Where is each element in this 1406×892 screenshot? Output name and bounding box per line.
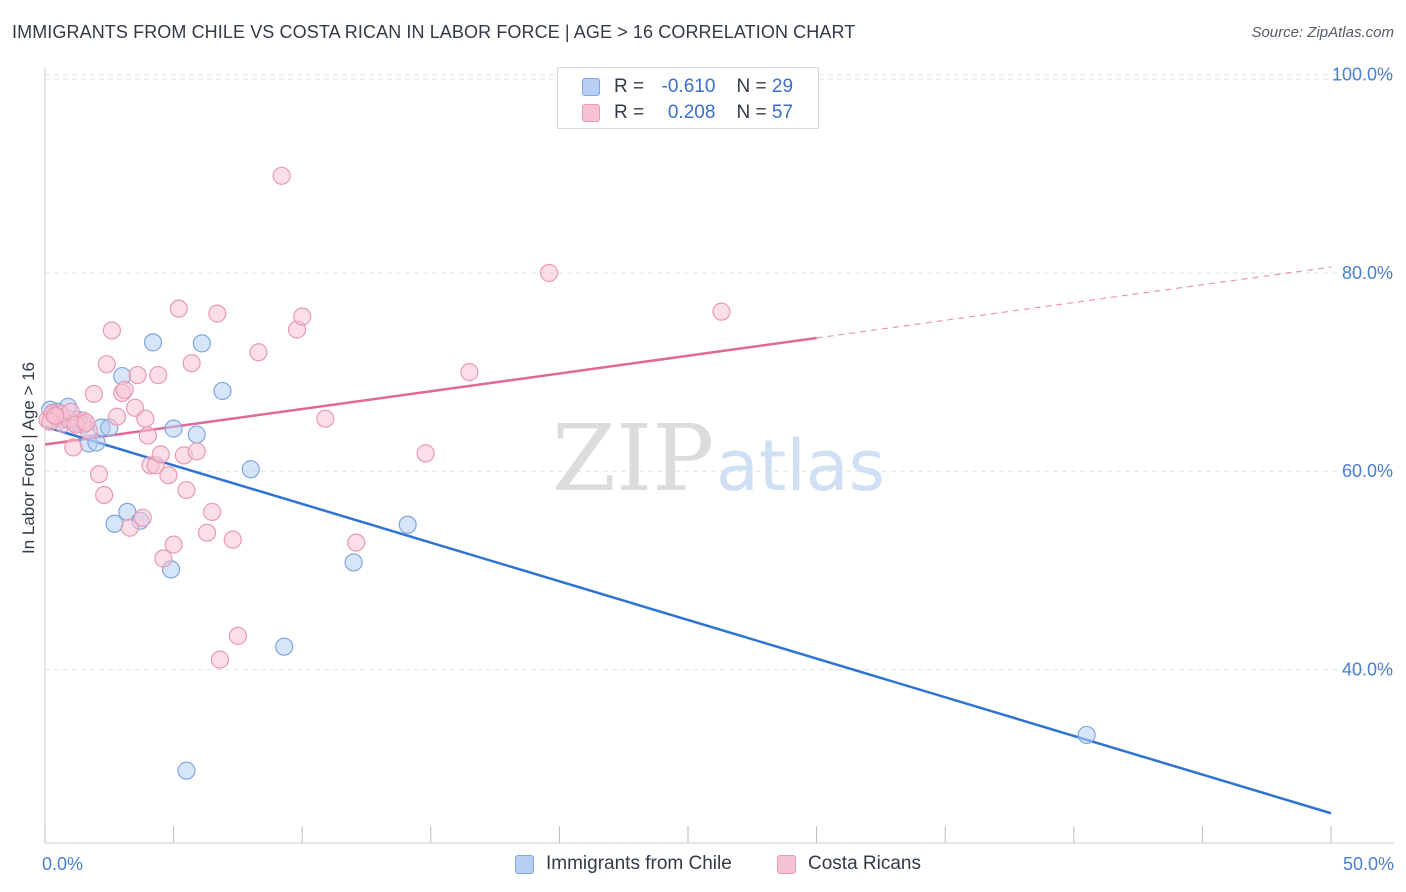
data-point-pink <box>203 502 222 521</box>
bottom-legend-costa-rica: Costa Ricans <box>777 852 921 876</box>
y-tick-label: 100.0% <box>1332 65 1393 85</box>
data-point-pink <box>293 307 312 326</box>
legend-row-chile: R = -0.610 N = 29 <box>582 75 793 99</box>
data-point-pink <box>159 466 178 485</box>
data-point-pink <box>115 380 134 400</box>
data-point-blue <box>177 761 196 780</box>
data-point-pink <box>95 485 114 505</box>
data-point-blue <box>105 514 124 533</box>
x-tick-end: 50.0% <box>1343 854 1394 874</box>
bottom-legend-swatch-pink <box>777 854 796 874</box>
legend-r-label: R = <box>614 102 645 123</box>
data-point-blue <box>164 419 183 438</box>
watermark-zip: ZIP <box>552 405 714 512</box>
data-point-blue <box>398 515 417 534</box>
y-tick-label: 80.0% <box>1342 263 1393 283</box>
data-point-pink <box>149 365 168 385</box>
legend-n-value: 57 <box>771 102 794 123</box>
data-point-pink <box>164 535 183 554</box>
bottom-legend-chile: Immigrants from Chile <box>515 852 732 876</box>
trend-line-blue <box>44 425 1332 815</box>
legend-r-label: R = <box>614 76 645 97</box>
legend-swatch-pink <box>582 104 600 122</box>
data-point-pink <box>84 384 103 404</box>
chart-source: Source: ZipAtlas.com <box>1251 24 1394 41</box>
data-point-pink <box>272 166 291 185</box>
data-point-pink <box>187 442 206 461</box>
watermark-atlas: atlas <box>716 425 885 507</box>
y-tick-label: 60.0% <box>1342 461 1393 481</box>
axes <box>44 68 1394 844</box>
data-point-pink <box>210 650 229 669</box>
data-point-pink <box>102 321 121 340</box>
y-tick-label: 40.0% <box>1342 660 1393 680</box>
data-point-pink <box>249 343 268 362</box>
data-point-blue <box>143 333 163 352</box>
data-point-pink <box>416 444 435 463</box>
data-point-pink <box>460 363 479 382</box>
legend-r-value: 0.208 <box>667 102 716 123</box>
data-point-pink <box>169 299 188 318</box>
data-point-pink <box>89 465 109 484</box>
data-point-pink <box>120 518 139 537</box>
data-point-pink <box>182 354 201 373</box>
legend-row-costa-rica: R = 0.208 N = 57 <box>582 101 793 125</box>
data-point-pink <box>151 445 170 464</box>
x-tick-labels: 0.0% 50.0% <box>42 854 1394 874</box>
data-point-pink <box>177 480 196 500</box>
data-point-blue <box>187 425 206 444</box>
legend-n-value: 29 <box>771 76 794 97</box>
watermark: ZIP atlas <box>552 405 885 512</box>
data-point-pink <box>128 365 147 385</box>
data-point-pink <box>154 549 173 568</box>
data-point-blue <box>344 553 363 572</box>
data-point-pink <box>712 302 731 321</box>
x-tick-start: 0.0% <box>42 854 83 874</box>
legend-r-value: -0.610 <box>661 76 716 97</box>
data-point-pink <box>64 438 83 457</box>
chart-title: IMMIGRANTS FROM CHILE VS COSTA RICAN IN … <box>12 22 856 42</box>
data-point-blue <box>275 637 294 656</box>
data-point-pink <box>223 530 242 549</box>
data-point-pink <box>136 409 155 428</box>
data-point-pink <box>97 355 116 374</box>
data-points <box>38 166 1096 780</box>
data-point-pink <box>347 533 366 552</box>
legend-n-label: N = <box>736 102 767 123</box>
y-axis-label: In Labor Force | Age > 16 <box>19 362 38 554</box>
bottom-legend-label: Costa Ricans <box>808 853 921 874</box>
data-point-pink <box>197 523 217 542</box>
data-point-blue <box>192 334 211 353</box>
legend-n-label: N = <box>736 76 767 97</box>
data-point-blue <box>241 460 260 479</box>
trend-line-dashed-pink <box>816 266 1332 339</box>
data-point-pink <box>228 626 247 645</box>
data-point-blue <box>1077 725 1096 745</box>
data-point-pink <box>133 508 152 527</box>
bottom-legend-swatch-blue <box>515 854 534 874</box>
data-point-pink <box>138 426 157 445</box>
y-tick-labels: 100.0% 80.0% 60.0% 40.0% <box>1332 65 1393 680</box>
data-point-pink <box>46 406 65 425</box>
data-point-pink <box>77 413 96 432</box>
data-point-blue <box>213 381 232 401</box>
data-point-pink <box>107 407 127 426</box>
grid-lines <box>45 74 1394 671</box>
data-point-pink <box>540 263 559 283</box>
data-point-pink <box>316 409 335 428</box>
legend-swatch-blue <box>582 78 600 96</box>
bottom-legend-label: Immigrants from Chile <box>546 853 732 874</box>
data-point-pink <box>208 304 227 323</box>
correlation-legend: R = -0.610 N = 29 R = 0.208 N = 57 <box>557 67 819 129</box>
